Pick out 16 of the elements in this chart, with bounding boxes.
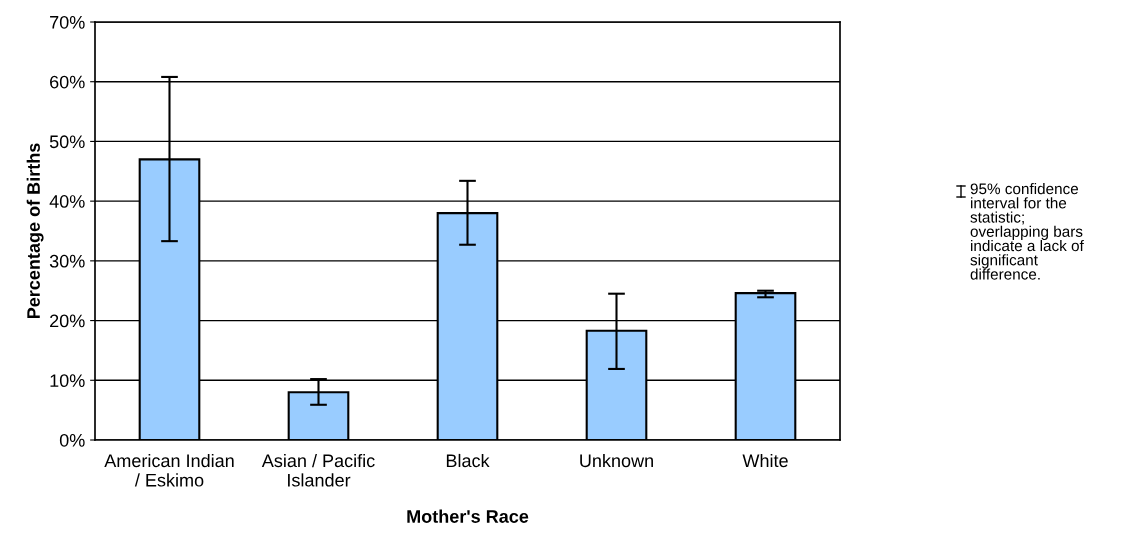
y-tick-label: 20% — [50, 314, 85, 328]
x-tick-label: White — [742, 453, 788, 468]
y-tick-label: 50% — [49, 135, 85, 149]
text: 95% confidence interval for the statistic; overlapping bars indicate a lack of significant difference. — [970, 183, 1084, 280]
y-tick-label: 40% — [49, 195, 85, 208]
y-tick-label: 30% — [49, 254, 85, 268]
x-tick-label: Unknown — [580, 453, 653, 468]
x-tick-label: Black — [446, 453, 490, 468]
x-axis-title: Mother's Race — [407, 509, 529, 523]
y-tick-label: 0% — [59, 433, 85, 447]
y-tick-label: 70% — [50, 15, 85, 29]
x-tick-label: Asian / Pacific Islander — [261, 453, 375, 487]
y-tick-label: 10% — [50, 374, 85, 388]
y-tick-label: 60% — [50, 75, 85, 89]
x-tick-label: American Indian / Eskimo — [104, 453, 234, 487]
y-axis-title: Percentage of Births — [26, 143, 44, 319]
